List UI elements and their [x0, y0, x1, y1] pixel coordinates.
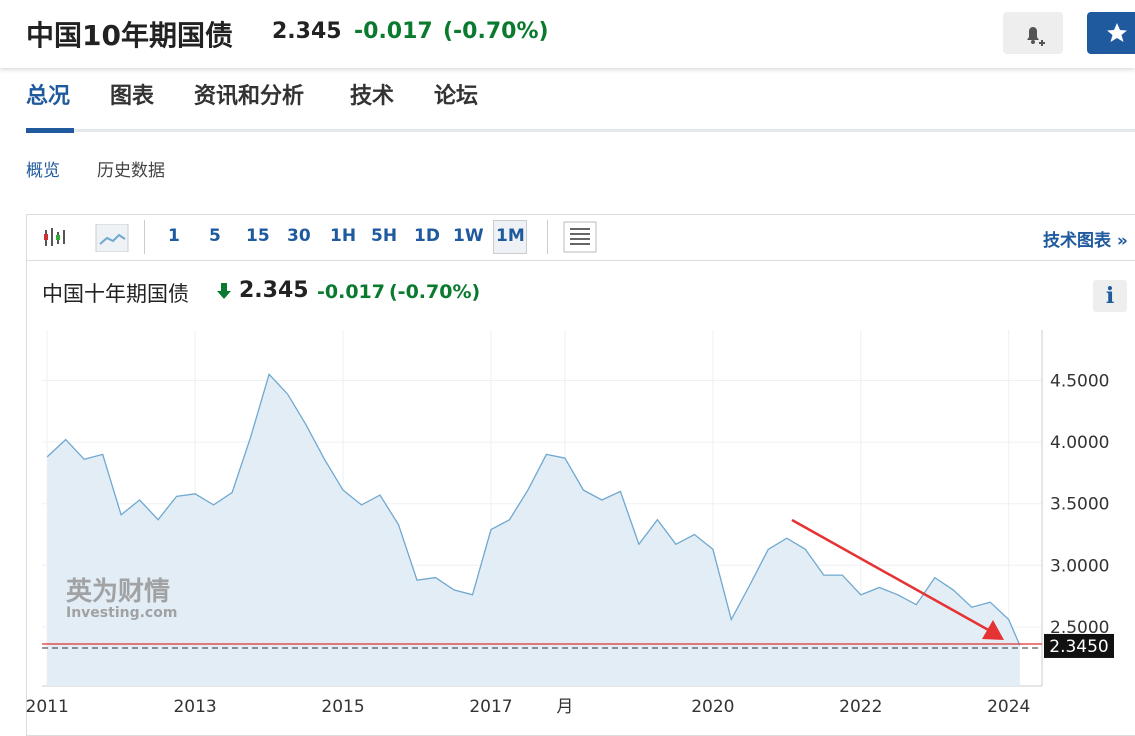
- x-tick-label: 2011: [26, 697, 69, 717]
- change: -0.017: [354, 19, 433, 44]
- x-tick-label: 2013: [173, 697, 216, 717]
- interval-button[interactable]: 1: [168, 226, 180, 246]
- y-tick-label: 4.5000: [1050, 372, 1109, 392]
- separator: [144, 220, 145, 254]
- toolbar-rule: [27, 260, 1135, 261]
- chart-title: 中国十年期国债: [42, 282, 189, 306]
- interval-button[interactable]: 30: [287, 226, 311, 246]
- tab-rule: [26, 129, 1135, 132]
- chart-change-pct: (-0.70%): [389, 281, 481, 303]
- y-tick-label: 2.5000: [1050, 618, 1109, 638]
- interval-button[interactable]: 5H: [371, 226, 398, 246]
- advanced-chart-link[interactable]: 技术图表 »: [1043, 231, 1128, 251]
- subtab[interactable]: 概览: [26, 161, 60, 181]
- chart-type-icons: [44, 224, 129, 252]
- x-tick-label: 2017: [469, 697, 512, 717]
- annotation-arrow: [791, 518, 993, 634]
- chart-change: -0.017: [317, 281, 385, 303]
- active-interval: [493, 220, 527, 254]
- price-tag-label: 2.3450: [1049, 637, 1108, 657]
- change-pct: (-0.70%): [443, 19, 549, 44]
- price-tag: [1044, 633, 1114, 658]
- chart: 2011 2013 2015 2017 月 2020 2022 2024 2.5000 3.000…: [26, 330, 1114, 717]
- star-icon: [1107, 23, 1127, 42]
- tab[interactable]: 总况: [26, 84, 71, 109]
- watermark: 英为财情: [66, 577, 170, 607]
- y-tick-label: 3.5000: [1050, 495, 1109, 515]
- down-arrow: [217, 283, 231, 299]
- y-tick-label: 4.0000: [1050, 433, 1109, 453]
- separator: [547, 220, 548, 254]
- x-tick-label: 2022: [839, 697, 882, 717]
- y-tick-label: 3.0000: [1050, 556, 1109, 576]
- tab-indicator: [26, 128, 74, 133]
- layout-icon[interactable]: [563, 221, 597, 253]
- area: [47, 374, 1020, 686]
- x-tick-label: 2020: [691, 697, 734, 717]
- subtab[interactable]: 历史数据: [97, 161, 165, 181]
- alert-button[interactable]: [1003, 12, 1063, 54]
- x-tick-label: 2015: [321, 697, 364, 717]
- interval-button[interactable]: 5: [209, 226, 221, 246]
- x-tick-label: 2024: [987, 697, 1030, 717]
- interval-button[interactable]: 1W: [453, 226, 484, 246]
- x-tick-label: 月: [556, 697, 573, 717]
- info-button[interactable]: i: [1093, 280, 1127, 312]
- interval-button[interactable]: 1H: [330, 226, 357, 246]
- interval-button[interactable]: 1M: [496, 226, 525, 246]
- tab[interactable]: 论坛: [434, 84, 479, 109]
- tab[interactable]: 技术: [350, 84, 395, 109]
- interval-button[interactable]: 1D: [414, 226, 440, 246]
- tab[interactable]: 资讯和分析: [194, 84, 305, 109]
- interval-button[interactable]: 15: [246, 226, 270, 246]
- line: [46, 373, 1021, 646]
- watchlist-button[interactable]: [1087, 12, 1135, 54]
- tab[interactable]: 图表: [110, 84, 155, 109]
- chart-price: 2.345: [239, 278, 309, 303]
- instrument-title: 中国10年期国债: [26, 19, 233, 52]
- price: 2.345: [272, 19, 342, 44]
- annotation-arrowhead: [982, 620, 1004, 640]
- bell-icon: [1027, 27, 1045, 46]
- watermark: Investing.com: [66, 605, 177, 621]
